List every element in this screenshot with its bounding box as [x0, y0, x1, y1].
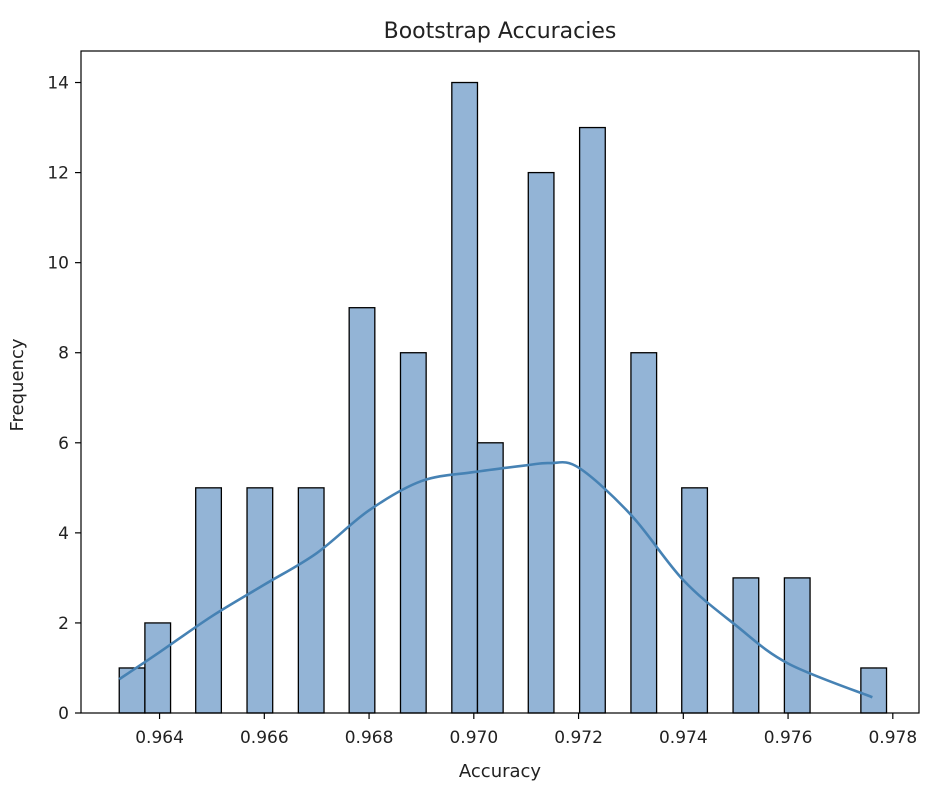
x-tick-label: 0.974: [659, 728, 708, 748]
histogram-bar: [144, 622, 172, 714]
x-tick-label: 0.978: [868, 728, 917, 748]
y-tick-label: 12: [47, 164, 69, 184]
x-tick-label: 0.972: [554, 728, 603, 748]
x-axis-label: Accuracy: [459, 761, 542, 782]
x-tick-label: 0.976: [764, 728, 813, 748]
x-tick-label: 0.968: [345, 728, 394, 748]
plot-frame: [80, 50, 920, 714]
x-tick-label: 0.964: [135, 728, 184, 748]
bars-group: [118, 81, 888, 714]
histogram-bar: [527, 171, 555, 714]
histogram-bar: [118, 667, 146, 714]
y-tick-label: 8: [58, 344, 69, 364]
y-tick-label: 10: [47, 254, 69, 274]
y-tick-label: 0: [58, 704, 69, 724]
histogram-bar: [297, 487, 325, 714]
histogram-bar: [630, 352, 658, 714]
y-tick-label: 6: [58, 434, 69, 454]
x-axis-ticks: 0.964 0.966 0.968 0.970 0.972 0.974 0.976 0.978: [135, 713, 917, 748]
kde-curve: [118, 460, 873, 699]
histogram-bar: [476, 442, 504, 714]
y-axis-label: Frequency: [7, 338, 28, 431]
x-tick-label: 0.966: [240, 728, 289, 748]
histogram-bar: [860, 667, 888, 714]
chart-title: Bootstrap Accuracies: [384, 19, 617, 44]
y-axis-ticks: 0 2 4 6 8 10 12 14: [47, 74, 81, 724]
histogram-bar: [578, 126, 606, 714]
y-tick-label: 4: [58, 524, 69, 544]
histogram-bar: [399, 352, 427, 714]
histogram-bar: [783, 577, 811, 714]
histogram-bar: [732, 577, 760, 714]
y-tick-label: 14: [47, 74, 69, 94]
y-tick-label: 2: [58, 614, 69, 634]
x-tick-label: 0.970: [449, 728, 498, 748]
histogram-bar: [246, 487, 274, 714]
histogram-bar: [195, 487, 223, 714]
histogram-bar: [451, 81, 479, 714]
